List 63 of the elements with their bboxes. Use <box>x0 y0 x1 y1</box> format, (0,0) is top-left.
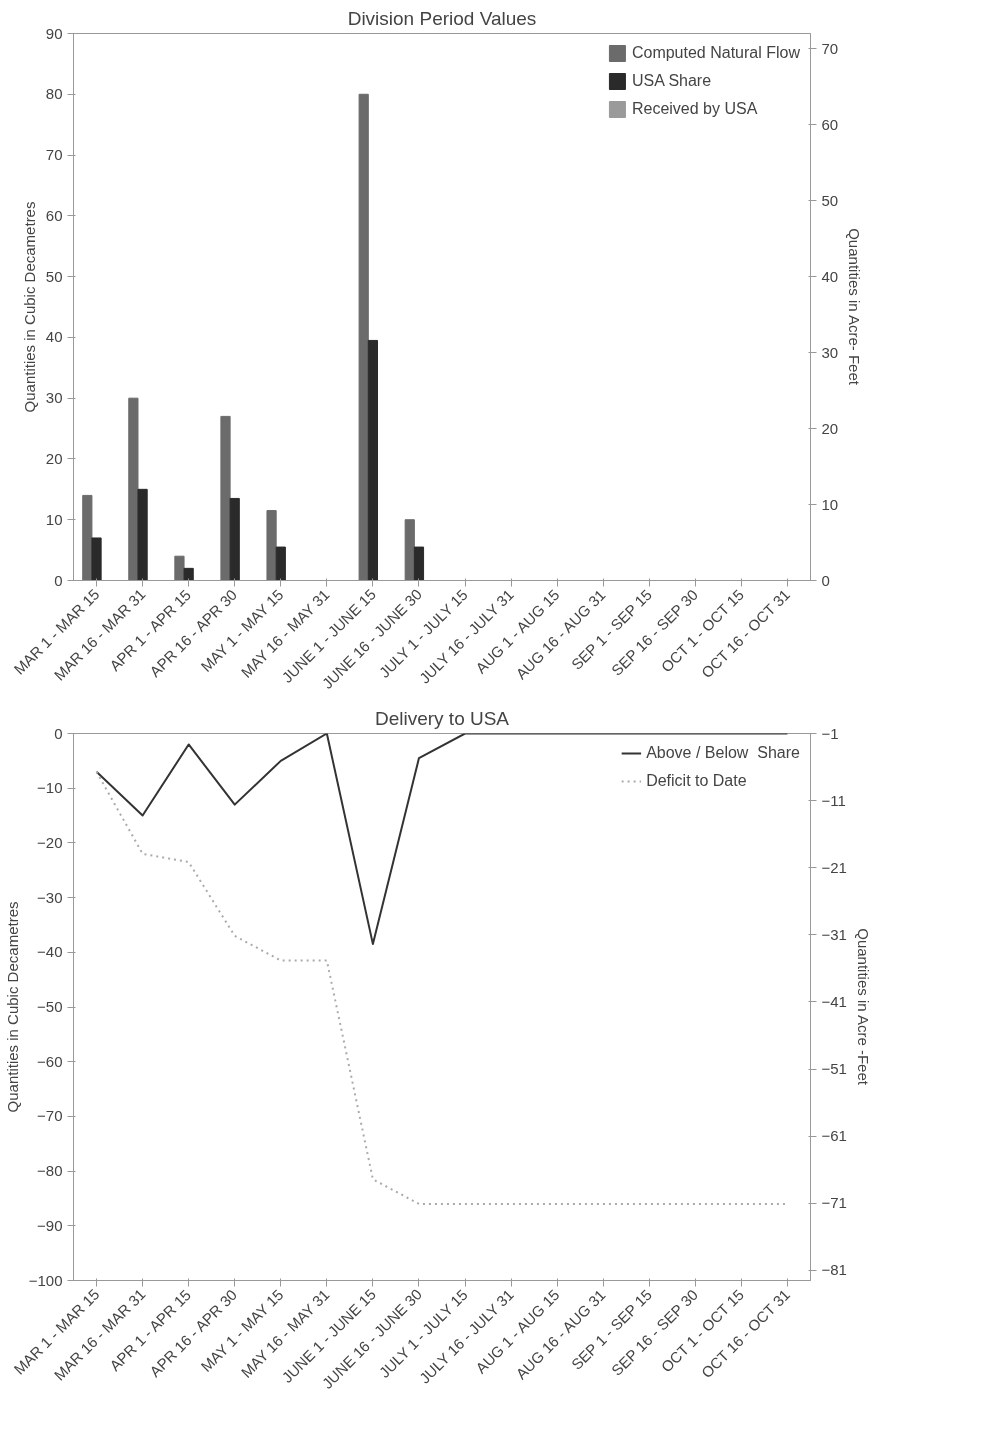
y-tick-label: 50 <box>45 267 63 285</box>
y-tick-label: −60 <box>37 1052 63 1070</box>
bar <box>174 555 185 581</box>
chart-title: Division Period Values <box>347 7 537 29</box>
y-tick-label: −10 <box>37 779 63 797</box>
bar <box>266 510 277 581</box>
y-tick-label: 40 <box>45 328 63 346</box>
y-tick-label: 0 <box>54 571 63 589</box>
y-tick-label: −90 <box>37 1216 63 1234</box>
y2-tick-label: −21 <box>821 858 847 876</box>
y2-tick-label: −31 <box>821 925 847 943</box>
legend-label: Above / Below Share <box>646 744 800 762</box>
y-tick-label: 30 <box>45 389 63 407</box>
bar <box>183 567 194 581</box>
y-tick-label: −70 <box>37 1107 63 1125</box>
y-tick-label: 70 <box>45 146 63 164</box>
bar <box>275 546 286 581</box>
y2-axis-title: Quantities in Acre- Feet <box>846 228 864 386</box>
bar <box>128 397 139 581</box>
bar <box>229 497 240 581</box>
y2-tick-label: 10 <box>821 495 839 513</box>
y-tick-label: −80 <box>37 1162 63 1180</box>
y-tick-label: 20 <box>45 449 63 467</box>
y-axis-title: Quantities in Cubic Decametres <box>3 901 21 1113</box>
y2-tick-label: 70 <box>821 39 839 57</box>
chart-title: Delivery to USA <box>374 707 510 729</box>
legend-label: USA Share <box>631 72 712 90</box>
y2-tick-label: −1 <box>821 724 839 742</box>
y2-tick-label: −81 <box>821 1261 847 1279</box>
y-axis-title: Quantities in Cubic Decametres <box>20 201 38 413</box>
y-tick-label: −100 <box>28 1271 63 1289</box>
bar <box>91 537 102 581</box>
legend-label: Received by USA <box>631 100 758 118</box>
y-tick-label: 10 <box>45 510 63 528</box>
bar <box>82 494 93 581</box>
y2-tick-label: −11 <box>821 791 846 809</box>
bar <box>367 339 379 581</box>
y2-tick-label: 20 <box>821 419 839 437</box>
y2-tick-label: 60 <box>821 115 839 133</box>
bar <box>404 519 415 581</box>
bar <box>413 546 425 581</box>
legend-label: Computed Natural Flow <box>631 44 800 62</box>
y2-tick-label: −61 <box>821 1127 847 1145</box>
y-tick-label: 90 <box>45 24 63 42</box>
y-tick-label: −30 <box>37 888 63 906</box>
y2-tick-label: 50 <box>821 191 839 209</box>
y-tick-label: 80 <box>45 85 63 103</box>
y2-tick-label: 0 <box>821 571 830 589</box>
y2-tick-label: −41 <box>821 992 847 1010</box>
legend-label: Deficit to Date <box>646 772 747 790</box>
y2-tick-label: 40 <box>821 267 839 285</box>
y-tick-label: −50 <box>37 998 63 1015</box>
y-tick-label: −40 <box>37 943 63 961</box>
bar <box>358 93 369 581</box>
y2-axis-title: Quantities in Acre -Feet <box>854 928 872 1086</box>
y2-tick-label: −51 <box>821 1060 847 1078</box>
y-tick-label: −20 <box>37 833 63 851</box>
y-tick-label: 0 <box>54 724 63 742</box>
bar <box>220 415 231 581</box>
y2-tick-label: −71 <box>821 1194 847 1212</box>
y-tick-label: 60 <box>45 206 63 224</box>
bar <box>137 488 148 581</box>
y2-tick-label: 30 <box>821 343 839 361</box>
